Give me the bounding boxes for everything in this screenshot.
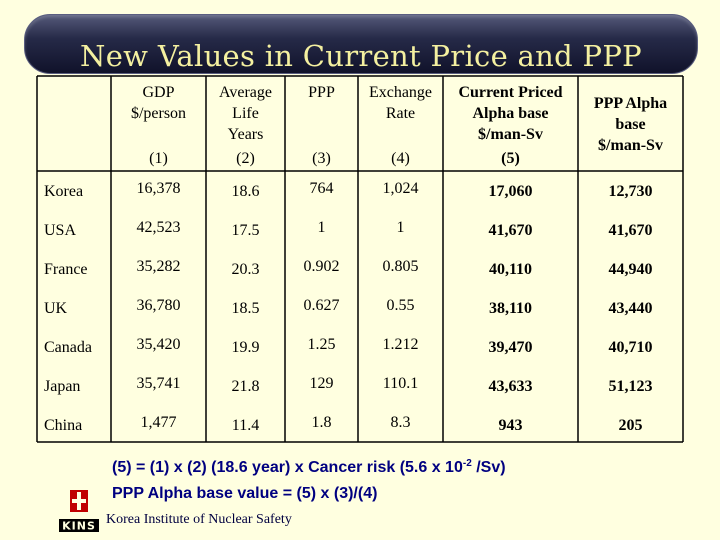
cell-exchange-rate: 8.3: [390, 414, 411, 431]
formula-line-1: (5) = (1) x (2) (18.6 year) x Cancer ris…: [112, 458, 506, 476]
kins-logo: KINS: [58, 488, 100, 534]
country-name: UK: [44, 300, 68, 317]
country-name: Korea: [44, 183, 84, 200]
header-life-years: Average Life Years: [219, 84, 272, 143]
header-index-4: (4): [391, 150, 410, 167]
cell-ppp: 0.902: [303, 258, 340, 275]
cell-exchange-rate: 1: [396, 219, 405, 236]
header-index-5: (5): [501, 150, 520, 167]
country-name: China: [44, 417, 83, 434]
cell-life-years: 18.6: [231, 183, 260, 200]
cell-ppp: 1.8: [311, 414, 332, 431]
cell-gdp: 1,477: [140, 414, 177, 431]
header-gdp: GDP $/person: [130, 84, 187, 122]
country-name: Canada: [44, 339, 92, 356]
cell-ppp: 129: [309, 375, 334, 392]
cell-ppp: 764: [309, 180, 334, 197]
cell-gdp: 35,741: [136, 375, 181, 392]
header-exchange-rate: Exchange Rate: [368, 84, 433, 122]
country-name: Japan: [44, 378, 81, 395]
cell-life-years: 17.5: [231, 222, 260, 239]
cell-ppp-alpha: 43,440: [608, 300, 653, 317]
cell-gdp: 36,780: [136, 297, 181, 314]
cell-ppp-alpha: 205: [618, 417, 643, 434]
cell-ppp-alpha: 12,730: [608, 183, 653, 200]
header-index-2: (2): [236, 150, 255, 167]
cell-ppp: 1: [317, 219, 326, 236]
cell-exchange-rate: 0.55: [386, 297, 415, 314]
cell-ppp-alpha: 44,940: [608, 261, 653, 278]
cell-life-years: 21.8: [231, 378, 260, 395]
cell-gdp: 42,523: [136, 219, 181, 236]
cell-current-priced: 41,670: [488, 222, 533, 239]
formula-line-2: PPP Alpha base value = (5) x (3)/(4): [112, 485, 378, 502]
cell-gdp: 35,420: [136, 336, 181, 353]
header-index-1: (1): [149, 150, 168, 167]
cell-exchange-rate: 0.805: [382, 258, 419, 275]
header-index-3: (3): [312, 150, 331, 167]
cell-life-years: 19.9: [231, 339, 260, 356]
header-current-priced: Current Priced Alpha base $/man-Sv: [458, 84, 563, 143]
cell-exchange-rate: 1.212: [382, 336, 419, 353]
cell-current-priced: 40,110: [488, 261, 533, 278]
title-banner: New Values in Current Price and PPP: [24, 14, 698, 74]
cell-ppp: 0.627: [303, 297, 340, 314]
cell-life-years: 18.5: [231, 300, 260, 317]
country-name: USA: [44, 222, 77, 239]
cell-life-years: 20.3: [231, 261, 260, 278]
cell-ppp-alpha: 41,670: [608, 222, 653, 239]
cell-current-priced: 17,060: [488, 183, 533, 200]
organization-name: Korea Institute of Nuclear Safety: [106, 512, 292, 527]
cell-exchange-rate: 110.1: [382, 375, 419, 392]
cell-ppp-alpha: 40,710: [608, 339, 653, 356]
cell-current-priced: 38,110: [488, 300, 533, 317]
header-ppp-alpha: PPP Alpha base $/man-Sv: [593, 95, 668, 154]
country-name: France: [44, 261, 88, 278]
cell-life-years: 11.4: [231, 417, 260, 434]
cell-current-priced: 43,633: [488, 378, 533, 395]
cell-current-priced: 39,470: [488, 339, 533, 356]
svg-text:KINS: KINS: [62, 520, 96, 533]
cell-ppp-alpha: 51,123: [608, 378, 653, 395]
cell-current-priced: 943: [498, 417, 523, 434]
page-title: New Values in Current Price and PPP: [80, 39, 642, 73]
header-ppp: PPP: [308, 84, 335, 101]
cell-gdp: 35,282: [136, 258, 181, 275]
cell-exchange-rate: 1,024: [382, 180, 419, 197]
cell-ppp: 1.25: [307, 336, 336, 353]
cell-gdp: 16,378: [136, 180, 181, 197]
